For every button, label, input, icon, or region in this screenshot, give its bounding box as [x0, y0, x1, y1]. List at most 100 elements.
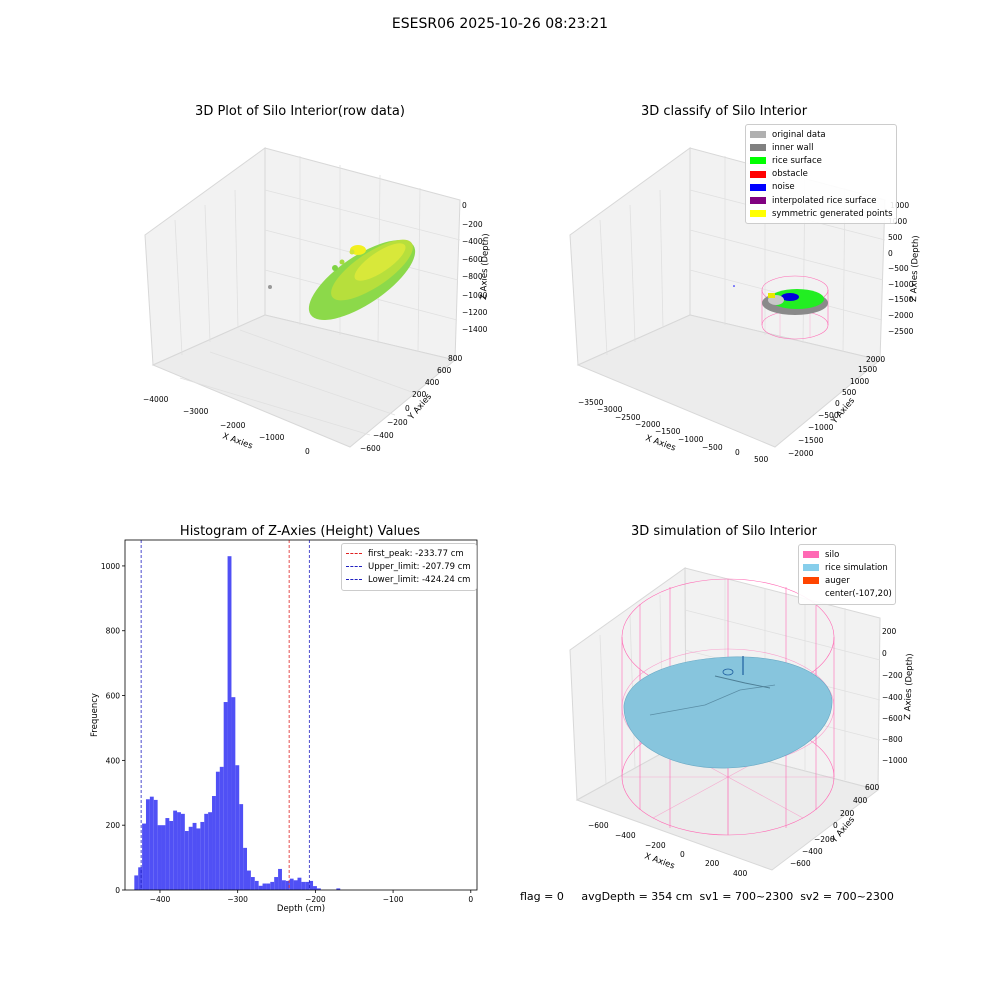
panel2-plot: −3500 −3000 −2500 −2000 −1500 −1000 −500…	[569, 147, 921, 464]
panel4-tick-labels: −600 −400 −200 0 200 400 −600 −400 −200 …	[588, 627, 908, 878]
legend-item: inner wall	[750, 141, 892, 154]
y-tick-label: 400	[106, 756, 121, 765]
histogram-bar	[289, 878, 294, 890]
p4-ytick: 200	[840, 809, 855, 818]
histogram-bar	[149, 796, 154, 890]
p4-ytick: −200	[814, 835, 835, 844]
legend-label: obstacle	[772, 169, 808, 180]
legend-label: rice simulation	[825, 562, 888, 573]
p1-xtick: −3000	[183, 407, 209, 416]
histogram-plot: −400 −300 −200 −100 0 0 200 400 600 800 1000 Dept…	[90, 539, 478, 914]
legend-item: symmetric generated points	[750, 207, 893, 220]
histogram-bar	[196, 828, 201, 890]
p2-ytick: 0	[835, 399, 840, 408]
p1-ytick: 800	[448, 354, 463, 363]
histogram-bar	[138, 867, 143, 890]
p1-ytick: 600	[437, 366, 452, 375]
p2-xtick: 500	[754, 455, 769, 464]
p2-xlabel: X Axies	[644, 433, 677, 453]
legend-label: Lower_limit: -424.24 cm	[368, 574, 471, 585]
panel2-axes-box	[569, 147, 886, 448]
p4-xtick: 0	[680, 850, 685, 859]
histogram-ylabel: Frequency	[90, 693, 100, 737]
x-tick-label: −100	[383, 895, 404, 904]
x-tick-label: −400	[150, 895, 171, 904]
panel4-title: 3D simulation of Silo Interior	[631, 524, 817, 539]
histogram-bar	[305, 881, 310, 890]
legend-swatch	[750, 197, 766, 205]
legend-item: first_peak: -233.77 cm	[346, 547, 472, 560]
legend-label: inner wall	[772, 142, 814, 153]
histogram-bar	[278, 868, 282, 890]
y-tick-label: 1000	[101, 562, 120, 571]
panel1-plot: −4000 −3000 −2000 −1000 0 −600 −400 −200…	[143, 147, 491, 456]
p1-ztick: −600	[462, 255, 483, 264]
histogram-bar	[313, 886, 317, 890]
status-line: flag = 0 avgDepth = 354 cm sv1 = 700~230…	[520, 890, 894, 903]
p4-ztick: 0	[882, 649, 887, 658]
p2-xtick: −3500	[578, 398, 604, 407]
histogram-bar	[169, 820, 174, 890]
histogram-bar	[227, 556, 232, 890]
histogram-bar	[301, 881, 306, 890]
legend-swatch	[803, 591, 819, 598]
p4-ztick: −600	[882, 714, 903, 723]
y-tick-label: 600	[106, 692, 121, 701]
histogram-bar	[215, 771, 220, 890]
legend-label: symmetric generated points	[772, 208, 893, 219]
legend-line	[346, 553, 362, 555]
histogram-bar	[165, 818, 170, 890]
legend-item: noise	[750, 181, 892, 194]
p4-xtick: −200	[645, 841, 666, 850]
panel2-legend: original data inner wall rice surface ob…	[745, 124, 897, 225]
p1-ytick: −400	[373, 431, 394, 440]
histogram-bar	[157, 825, 162, 890]
histogram-legend: first_peak: -233.77 cm Upper_limit: -207…	[341, 543, 477, 591]
histogram-bar	[281, 880, 286, 890]
histogram-bar	[180, 813, 185, 890]
panel1-tick-labels: −4000 −3000 −2000 −1000 0 −600 −400 −200…	[143, 201, 488, 456]
legend-item: rice simulation	[803, 561, 891, 574]
histogram-bar	[270, 881, 275, 890]
p1-xtick: −1000	[259, 433, 285, 442]
legend-item: auger	[803, 574, 891, 587]
p4-xtick: 400	[733, 869, 748, 878]
legend-label: rice surface	[772, 155, 822, 166]
histogram-bar	[231, 697, 236, 890]
p2-xtick: 0	[735, 448, 740, 457]
histogram-bar	[200, 821, 205, 890]
legend-label: Upper_limit: -207.79 cm	[368, 561, 471, 572]
legend-label: auger	[825, 575, 850, 586]
histogram-bars	[134, 556, 341, 890]
p2-ztick: −2000	[888, 311, 914, 320]
p1-ztick: −1200	[462, 308, 488, 317]
histogram-bar	[309, 880, 314, 890]
histogram-bar	[262, 883, 267, 890]
histogram-bar	[177, 812, 181, 890]
p2-zlabel: Z Axies (Depth)	[909, 235, 921, 302]
histogram-x-ticks: −400 −300 −200 −100 0	[150, 890, 473, 904]
histogram-bar	[266, 883, 271, 890]
x-tick-label: −200	[305, 895, 326, 904]
p2-ztick: 1000	[888, 217, 907, 226]
p2-xtick: −1000	[678, 435, 704, 444]
histogram-bar	[246, 870, 251, 890]
histogram-bar	[254, 880, 259, 890]
histogram-bar	[208, 812, 213, 890]
y-tick-label: 200	[106, 821, 121, 830]
p2-xtick: −500	[702, 443, 723, 452]
histogram-bar	[184, 831, 189, 890]
p1-xtick: −2000	[220, 421, 246, 430]
legend-swatch	[750, 210, 766, 218]
histogram-bar	[274, 877, 279, 890]
histogram-bar	[293, 880, 298, 890]
p4-ztick: 200	[882, 627, 897, 636]
histogram-bar	[336, 888, 341, 890]
p1-zlabel: Z Axies (Depth)	[479, 233, 491, 300]
legend-swatch	[750, 144, 766, 152]
figure-title: ESESR06 2025-10-26 08:23:21	[391, 16, 609, 32]
legend-item: rice surface	[750, 154, 892, 167]
x-tick-label: −300	[227, 895, 248, 904]
panel2-classified-silo	[733, 275, 829, 340]
p2-ytick: −2000	[788, 449, 814, 458]
